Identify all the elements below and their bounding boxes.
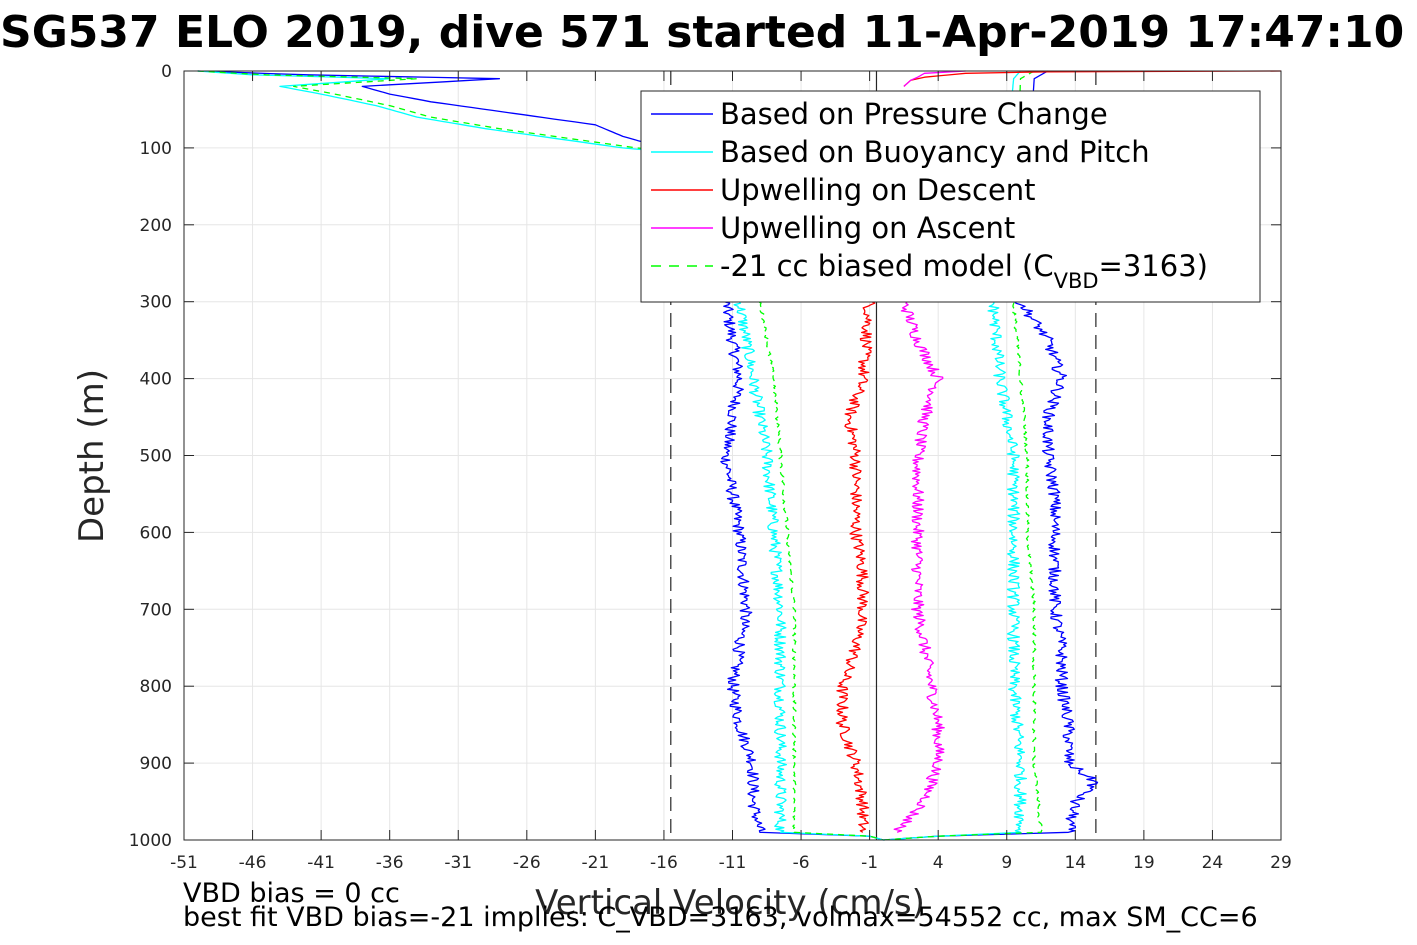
caption-line-2: best fit VBD bias=-21 implies: C_VBD=316… — [183, 902, 1258, 933]
x-tick-label: -51 — [170, 853, 198, 873]
x-axis-label: Vertical Velocity (cm/s) — [535, 883, 925, 923]
x-tick-label: 29 — [1270, 853, 1292, 873]
y-tick-label: 800 — [140, 677, 172, 697]
series-line-9 — [903, 70, 966, 87]
series-line-7 — [883, 70, 1044, 841]
legend: Based on Pressure Change Based on Buoyanc… — [640, 90, 1261, 303]
caption-line-1: VBD bias = 0 cc — [183, 878, 400, 909]
series-line-3 — [893, 301, 945, 833]
y-tick-label: 300 — [140, 293, 172, 313]
y-tick-label: 500 — [140, 447, 172, 467]
x-tick-label: 4 — [933, 853, 944, 873]
y-tick-label: 0 — [161, 62, 172, 82]
x-tick-label: -31 — [444, 853, 472, 873]
x-tick-label: -1 — [861, 853, 878, 873]
legend-label: Upwelling on Ascent — [720, 211, 1015, 245]
x-tick-label: 14 — [1064, 853, 1086, 873]
x-tick-label: 24 — [1202, 853, 1224, 873]
chart-title: SG537 ELO 2019, dive 571 started 11-Apr-… — [0, 7, 1404, 58]
y-tick-label: 900 — [140, 754, 172, 774]
legend-label: -21 cc biased model (CVBD=3163) — [720, 249, 1208, 293]
legend-box — [640, 90, 1261, 303]
x-tick-label: -46 — [239, 853, 267, 873]
legend-label: Based on Buoyancy and Pitch — [720, 135, 1150, 169]
x-tick-label: -11 — [719, 853, 747, 873]
x-tick-label: -16 — [650, 853, 678, 873]
y-axis-label: Depth (m) — [72, 369, 112, 543]
x-tick-label: -36 — [376, 853, 404, 873]
y-tick-label: 200 — [140, 216, 172, 236]
x-tick-label: -26 — [513, 853, 541, 873]
series-line-2 — [835, 301, 876, 833]
legend-label: Based on Pressure Change — [720, 97, 1108, 131]
x-tick-label: -41 — [307, 853, 335, 873]
x-tick-label: 19 — [1133, 853, 1155, 873]
y-tick-label: 100 — [140, 139, 172, 159]
y-tick-label: 600 — [140, 523, 172, 543]
x-tick-label: -21 — [581, 853, 609, 873]
x-tick-label: -6 — [793, 853, 810, 873]
legend-label: Upwelling on Descent — [720, 173, 1036, 207]
y-tick-label: 400 — [140, 370, 172, 390]
x-tick-label: 9 — [1001, 853, 1012, 873]
ticks: -51 -46 -41 -36 -31 -26 -21 -16 -11 -6 -1 4 9 14 19 24 2… — [129, 62, 1292, 873]
y-tick-label: 700 — [140, 600, 172, 620]
y-tick-label: 1000 — [129, 831, 172, 851]
